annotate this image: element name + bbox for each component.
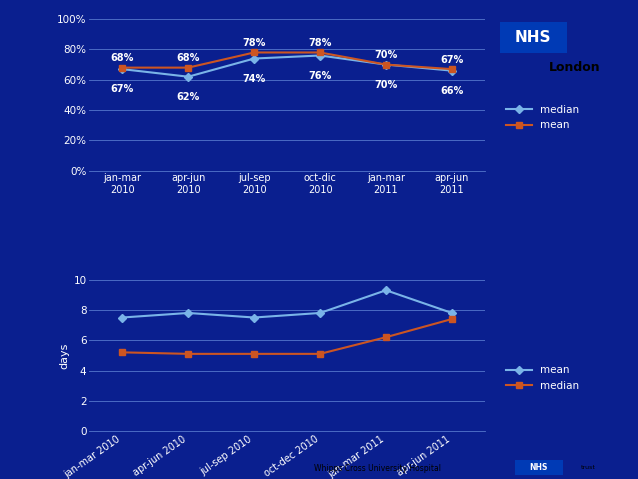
Text: 70%: 70% bbox=[375, 50, 397, 60]
mean bbox=[119, 65, 126, 70]
Text: 76%: 76% bbox=[308, 71, 332, 81]
FancyBboxPatch shape bbox=[516, 460, 563, 475]
Text: 68%: 68% bbox=[177, 54, 200, 63]
Text: NHS: NHS bbox=[530, 463, 548, 472]
Text: 68%: 68% bbox=[110, 54, 134, 63]
mean bbox=[184, 310, 192, 316]
median bbox=[119, 66, 126, 72]
mean bbox=[250, 50, 258, 56]
Text: 78%: 78% bbox=[242, 38, 266, 48]
Text: 67%: 67% bbox=[440, 55, 464, 65]
median bbox=[448, 68, 456, 74]
median bbox=[250, 351, 258, 357]
median bbox=[316, 53, 324, 58]
mean bbox=[448, 66, 456, 72]
median bbox=[316, 351, 324, 357]
Legend: median, mean: median, mean bbox=[502, 101, 584, 135]
mean bbox=[316, 310, 324, 316]
Text: trust: trust bbox=[581, 465, 595, 470]
mean bbox=[316, 50, 324, 56]
Text: 74%: 74% bbox=[242, 74, 266, 84]
mean bbox=[448, 310, 456, 316]
Text: Whipps Cross University Hospital: Whipps Cross University Hospital bbox=[313, 464, 441, 473]
median bbox=[119, 350, 126, 355]
mean bbox=[382, 287, 390, 293]
Text: NHS: NHS bbox=[515, 30, 552, 46]
Text: 70%: 70% bbox=[375, 80, 397, 90]
median bbox=[250, 56, 258, 61]
median bbox=[184, 351, 192, 357]
Line: mean: mean bbox=[119, 50, 455, 72]
Y-axis label: days: days bbox=[59, 342, 70, 368]
Text: London: London bbox=[549, 61, 600, 74]
mean bbox=[382, 62, 390, 68]
Text: 78%: 78% bbox=[308, 38, 332, 48]
Text: 66%: 66% bbox=[440, 86, 464, 96]
median bbox=[184, 74, 192, 80]
mean bbox=[184, 65, 192, 70]
median bbox=[448, 316, 456, 322]
mean bbox=[119, 315, 126, 320]
FancyBboxPatch shape bbox=[500, 23, 567, 54]
Line: median: median bbox=[119, 53, 455, 80]
Legend: mean, median: mean, median bbox=[502, 361, 584, 395]
median bbox=[382, 62, 390, 68]
Text: 62%: 62% bbox=[177, 92, 200, 102]
Line: median: median bbox=[119, 316, 455, 357]
Text: 67%: 67% bbox=[110, 84, 134, 94]
median bbox=[382, 334, 390, 340]
mean bbox=[250, 315, 258, 320]
Line: mean: mean bbox=[119, 287, 455, 320]
